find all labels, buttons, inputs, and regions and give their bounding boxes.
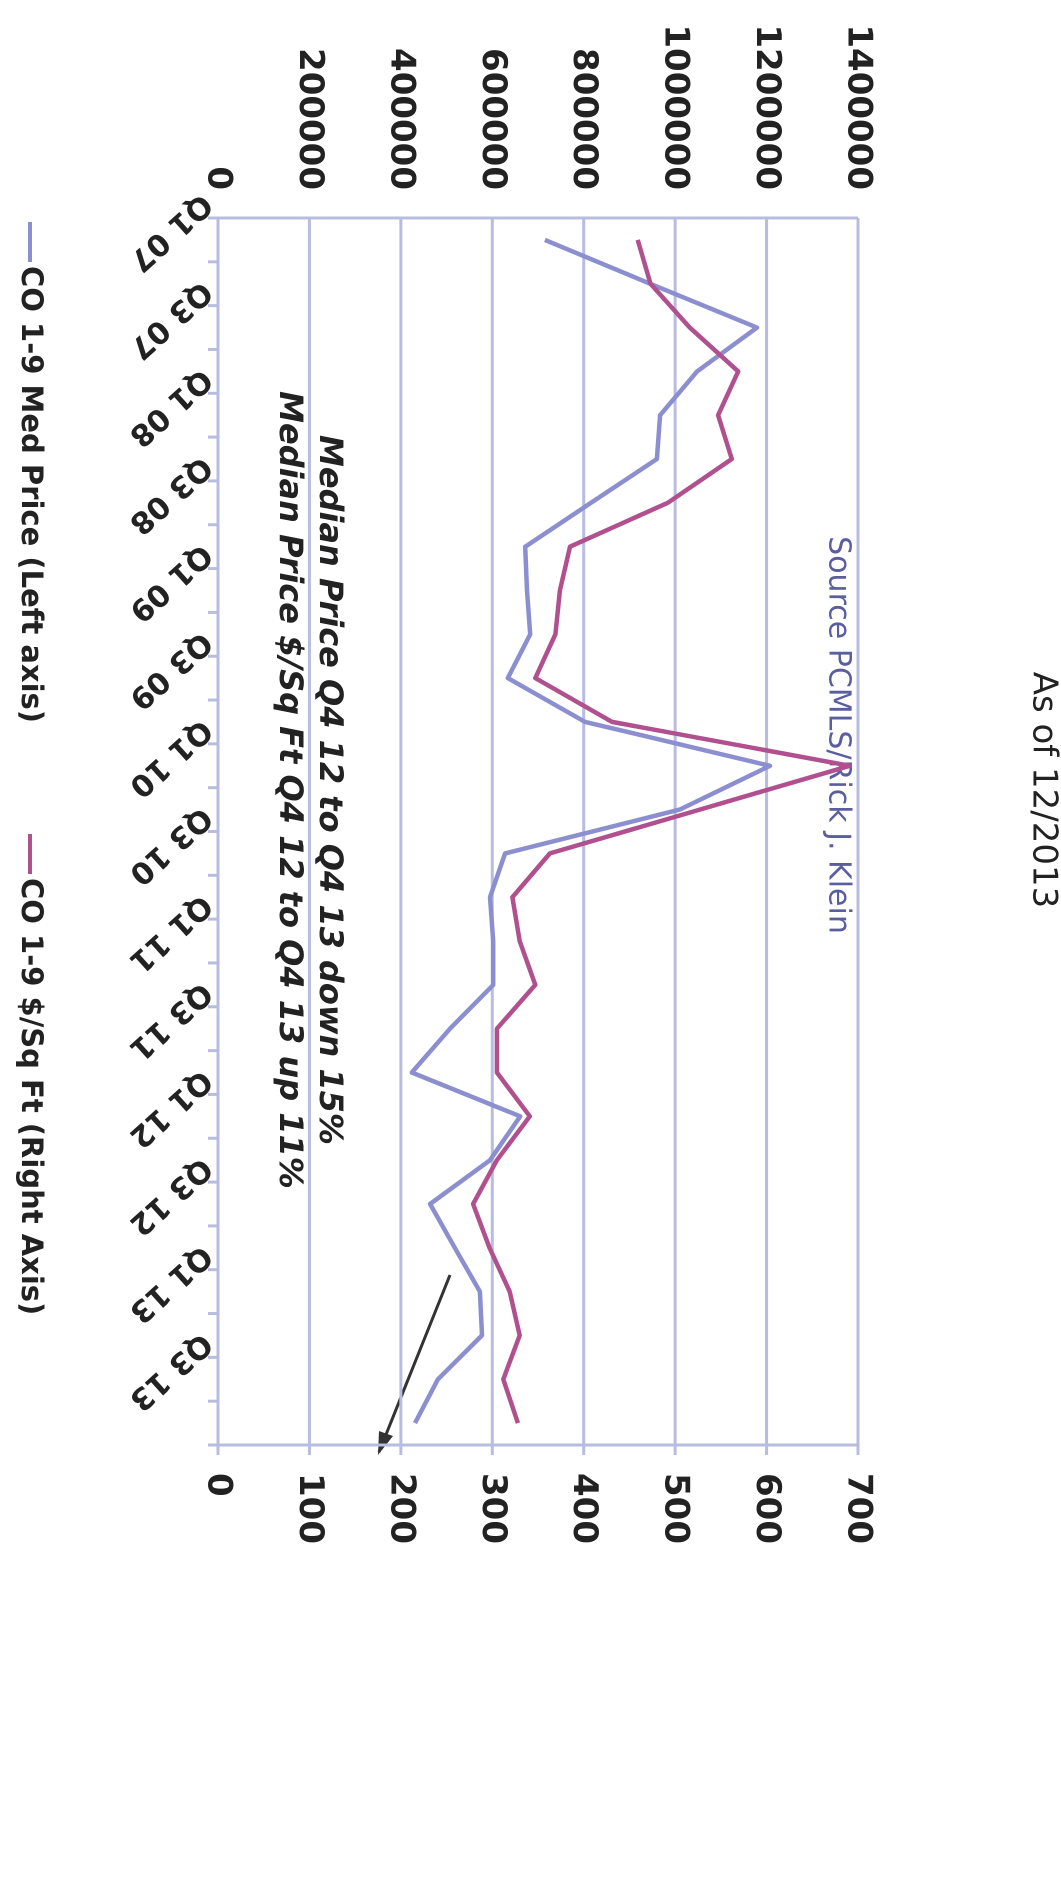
- x-tick-label: Q1 07: [122, 187, 219, 279]
- chart-title: As of 12/2013: [1025, 672, 1061, 909]
- series-line: [409, 237, 773, 1425]
- y-tick-label: 0: [200, 166, 240, 190]
- y-tick-label: 1400000: [840, 24, 880, 190]
- annotation: Median Price $/Sq Ft Q4 12 to Q4 13 up 1…: [272, 391, 310, 1189]
- y2-tick-label: 400: [565, 1473, 605, 1544]
- y-tick-label: 1200000: [748, 24, 788, 190]
- arrow-head: [378, 1431, 393, 1455]
- x-tick-label: Q1 09: [122, 537, 219, 629]
- y2-tick-label: 500: [657, 1473, 697, 1544]
- y2-tick-label: 600: [748, 1473, 788, 1544]
- arrow: [377, 1274, 452, 1453]
- x-tick-label: Q1 10: [122, 713, 219, 805]
- y2-tick-label: 200: [382, 1473, 422, 1544]
- y-tick-label: 600000: [474, 48, 514, 190]
- x-tick-label: Q1 12: [122, 1063, 219, 1155]
- rotated-chart: As of 12/2013 Source PCMLS/Rick J. Klein…: [15, 24, 1061, 1544]
- x-tick-label: Q3 10: [122, 800, 219, 892]
- x-tick-label: Q3 07: [122, 274, 219, 366]
- annotation: Median Price Q4 12 to Q4 13 down 15%: [312, 435, 350, 1145]
- x-tick-label: Q1 13: [122, 1238, 219, 1330]
- y-tick-label: 800000: [565, 48, 605, 190]
- y2-tick-label: 300: [474, 1473, 514, 1544]
- x-tick-label: Q3 08: [122, 450, 219, 542]
- y-tick-label: 1000000: [657, 24, 697, 190]
- y2-tick-label: 100: [291, 1473, 331, 1544]
- x-tick-label: Q3 09: [122, 625, 219, 717]
- x-tick-label: Q3 11: [122, 975, 219, 1067]
- y2-tick-label: 700: [840, 1473, 880, 1544]
- x-tick-label: Q1 11: [122, 888, 219, 980]
- y-tick-label: 400000: [382, 48, 422, 190]
- x-tick-label: Q3 12: [122, 1151, 219, 1243]
- y2-tick-label: 0: [200, 1473, 240, 1497]
- y-tick-label: 200000: [291, 48, 331, 190]
- legend-label: CO 1-9 $/Sq Ft (Right Axis): [15, 878, 49, 1315]
- legend-label: CO 1-9 Med Price (Left axis): [15, 266, 49, 723]
- chart-subtitle: Source PCMLS/Rick J. Klein: [822, 536, 857, 934]
- x-tick-label: Q1 08: [122, 362, 219, 454]
- series-line: [470, 239, 853, 1424]
- x-tick-label: Q3 13: [122, 1326, 219, 1418]
